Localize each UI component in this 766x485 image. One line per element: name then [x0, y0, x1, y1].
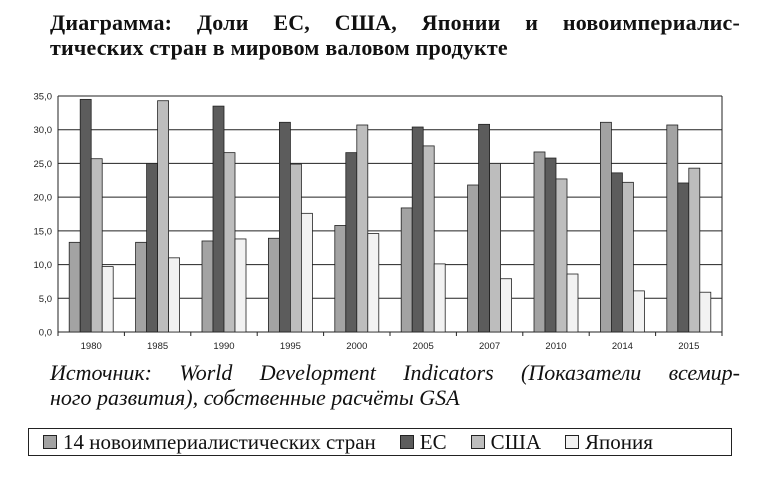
bar-eu — [478, 123, 491, 333]
legend-swatch-usa — [470, 435, 485, 449]
bar-usa — [157, 100, 170, 333]
bar-japan — [234, 238, 247, 333]
bar-eu — [278, 121, 291, 333]
x-tick-label: 2007 — [479, 341, 500, 352]
bar-group14 — [267, 237, 280, 333]
bar-usa — [422, 145, 435, 333]
bar-eu — [677, 182, 690, 333]
legend-swatch-eu — [399, 435, 414, 449]
bar-eu — [544, 157, 557, 333]
y-tick-label: 25,0 — [34, 159, 53, 170]
x-tick-label: 2015 — [678, 341, 699, 352]
bar-japan — [433, 263, 446, 333]
bar-eu — [611, 172, 623, 333]
bar-japan — [633, 290, 645, 333]
x-tick-label: 2014 — [612, 341, 633, 352]
y-tick-label: 20,0 — [34, 193, 53, 204]
source-note: Источник: World Development Indicators (… — [50, 360, 740, 410]
legend-swatch-japan — [564, 435, 579, 449]
y-tick-label: 5,0 — [39, 294, 52, 305]
title-line-2: тических стран в мировом валовом продукт… — [50, 35, 508, 60]
x-tick-label: 1985 — [147, 341, 168, 352]
x-tick-label: 2000 — [346, 341, 367, 352]
bar-usa — [90, 158, 103, 333]
y-tick-label: 10,0 — [34, 260, 53, 271]
bar-usa — [223, 152, 236, 333]
bar-japan — [168, 257, 181, 333]
bar-group14 — [533, 151, 546, 333]
bar-group14 — [68, 241, 81, 333]
bar-eu — [411, 126, 424, 333]
bar-japan — [566, 273, 579, 333]
title-line-1: Диаграмма: Доли ЕС, США, Японии и новоим… — [50, 10, 740, 35]
bar-usa — [622, 181, 634, 333]
bar-usa — [489, 163, 502, 333]
bar-group14 — [135, 241, 148, 333]
source-line-2: ного развития), собственные расчёты GSA — [50, 385, 460, 410]
chart-legend: 14 новоимпериалистических стран ЕС США Я… — [28, 428, 732, 456]
source-line-1: Источник: World Development Indicators (… — [50, 360, 740, 385]
bar-usa — [356, 124, 369, 333]
x-tick-label: 2005 — [413, 341, 434, 352]
bar-group14 — [666, 124, 679, 333]
legend-item-japan: Япония — [564, 429, 653, 455]
chart-title: Диаграмма: Доли ЕС, США, Японии и новоим… — [50, 10, 740, 60]
legend-item-eu: ЕС — [399, 429, 447, 455]
legend-label-group14: 14 новоимпериалистических стран — [63, 429, 376, 454]
bar-usa — [688, 167, 701, 333]
x-tick-label: 2010 — [545, 341, 566, 352]
x-tick-label: 1995 — [280, 341, 301, 352]
legend-swatch-group14 — [43, 435, 57, 449]
bar-group14 — [334, 225, 347, 333]
legend-label-eu: ЕС — [419, 429, 447, 454]
bar-eu — [146, 163, 159, 333]
bar-japan — [300, 212, 313, 333]
bar-japan — [699, 291, 712, 333]
bar-eu — [345, 152, 358, 333]
bar-group14 — [400, 207, 413, 333]
legend-label-japan: Япония — [584, 429, 653, 454]
bar-group14 — [600, 121, 612, 333]
legend-label-usa: США — [490, 429, 541, 454]
bar-japan — [500, 278, 513, 333]
bar-japan — [101, 266, 114, 333]
bar-eu — [79, 98, 92, 333]
bar-group14 — [201, 240, 214, 333]
bar-group14 — [467, 184, 480, 333]
y-tick-label: 15,0 — [34, 226, 53, 237]
bar-japan — [367, 233, 380, 333]
bar-usa — [289, 163, 302, 333]
bar-eu — [212, 105, 225, 333]
legend-item-usa: США — [470, 429, 541, 455]
bar-chart: 0,0 5,0 10,0 15,0 20,0 25,0 30,0 35,0 1980 1985 19… — [34, 92, 723, 352]
x-tick-label: 1980 — [81, 341, 102, 352]
y-tick-label: 0,0 — [39, 328, 52, 339]
bar-usa — [555, 178, 568, 333]
y-tick-label: 30,0 — [34, 125, 53, 136]
legend-item-group14: 14 новоимпериалистических стран — [43, 430, 376, 455]
y-tick-label: 35,0 — [34, 92, 53, 103]
x-tick-label: 1990 — [213, 341, 234, 352]
